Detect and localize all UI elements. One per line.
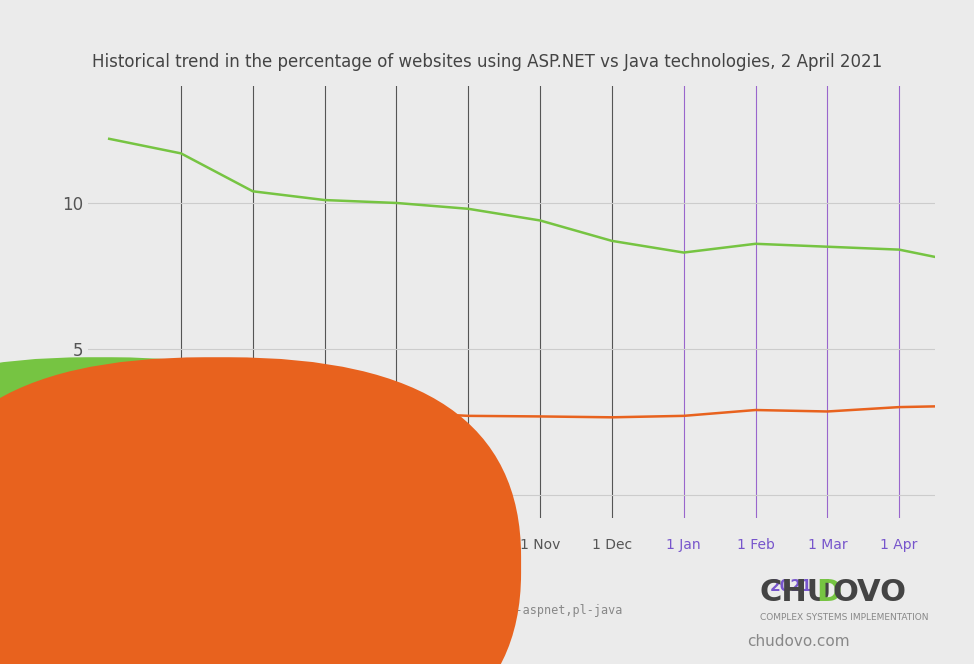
Text: 1 Nov: 1 Nov [520,539,560,552]
Text: chudovo.com: chudovo.com [747,634,850,649]
Text: 2021: 2021 [770,579,812,594]
Text: JAVA: JAVA [234,557,267,572]
Text: 1 Jan: 1 Jan [666,539,701,552]
Text: 1 May: 1 May [88,539,131,552]
Text: 1 Feb: 1 Feb [736,539,774,552]
Text: 1 Aug: 1 Aug [305,539,345,552]
Text: 1 Sep: 1 Sep [377,539,416,552]
Text: CHU: CHU [760,578,832,607]
Text: According to: https://w3techs.com/technologies/comparison/pl-aspnet,pl-java: According to: https://w3techs.com/techno… [88,604,622,618]
Text: D: D [816,578,842,607]
Text: OVO: OVO [833,578,907,607]
Text: COMPLEX SYSTEMS IMPLEMENTATION: COMPLEX SYSTEMS IMPLEMENTATION [760,613,928,622]
Text: 1 Mar: 1 Mar [807,539,847,552]
Text: 2020: 2020 [341,579,380,594]
Text: 1 Oct: 1 Oct [450,539,487,552]
Text: 1 Dec: 1 Dec [592,539,632,552]
Text: 1 Apr: 1 Apr [880,539,918,552]
Text: Historical trend in the percentage of websites using ASP.NET vs Java technologie: Historical trend in the percentage of we… [92,53,882,71]
Text: 1 Jul: 1 Jul [238,539,268,552]
Text: 1 Jun: 1 Jun [164,539,199,552]
Text: ASP.NET: ASP.NET [117,557,179,572]
